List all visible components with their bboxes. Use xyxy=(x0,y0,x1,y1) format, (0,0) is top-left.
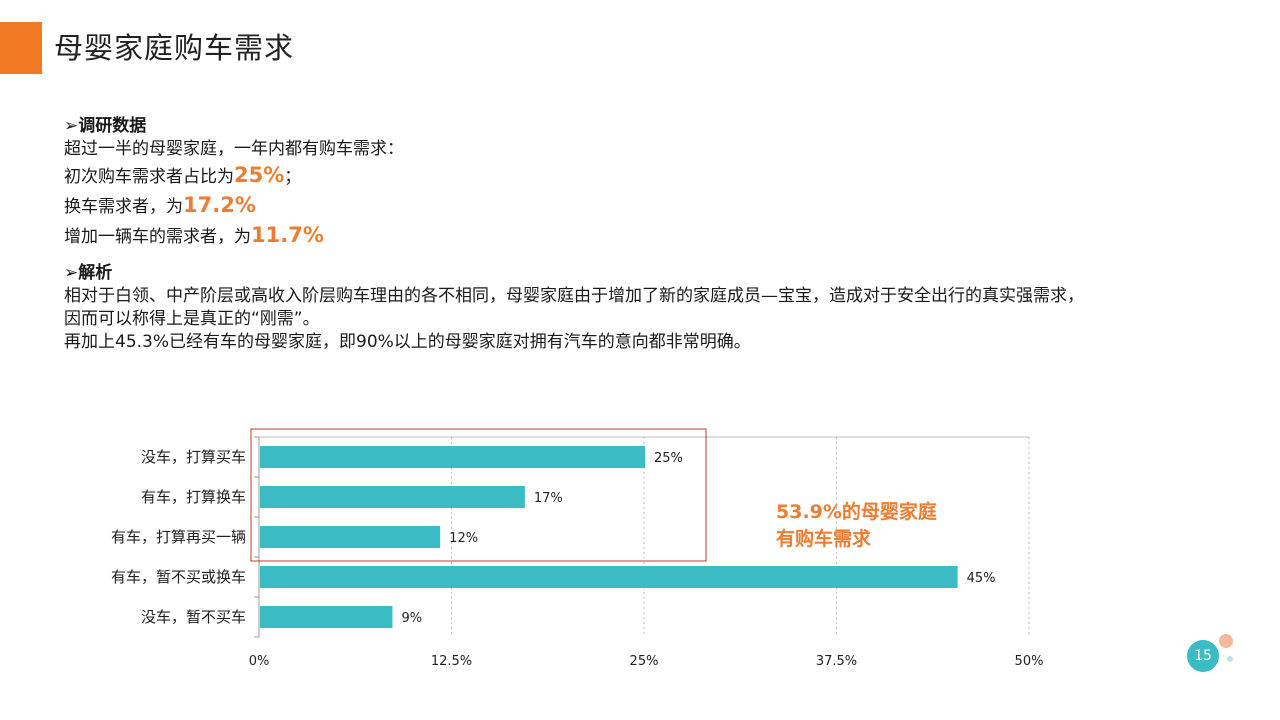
bar xyxy=(260,526,441,548)
page-number-badge: 15 xyxy=(1187,640,1219,672)
category-label: 有车，暂不买或换车 xyxy=(111,568,246,586)
category-label: 没车，打算买车 xyxy=(141,448,246,466)
category-label: 有车，打算再买一辆 xyxy=(111,528,246,546)
annotation-text: 有购车需求 xyxy=(776,527,872,550)
data-label: 45% xyxy=(967,571,996,586)
x-tick-label: 50% xyxy=(1015,654,1044,669)
bar xyxy=(260,446,645,468)
analysis-line: 相对于白领、中产阶层或高收入阶层购车理由的各不相同，母婴家庭由于增加了新的家庭成… xyxy=(64,286,1084,306)
survey-stat-line: 初次购车需求者占比为25%； xyxy=(64,161,1214,191)
decorative-dot xyxy=(1227,656,1233,662)
bar xyxy=(260,486,525,508)
analysis-section: ➢解析 相对于白领、中产阶层或高收入阶层购车理由的各不相同，母婴家庭由于增加了新… xyxy=(64,262,1214,354)
highlight-box xyxy=(250,428,707,562)
bar xyxy=(260,606,393,628)
x-tick-label: 12.5% xyxy=(431,654,472,669)
title-accent-bar xyxy=(0,22,42,74)
data-label: 17% xyxy=(534,491,563,506)
stat-suffix: ； xyxy=(284,167,302,187)
bar xyxy=(260,566,958,588)
stat-prefix: 初次购车需求者占比为 xyxy=(64,167,234,187)
stat-prefix: 增加一辆车的需求者，为 xyxy=(64,227,251,247)
analysis-line: 因而可以称得上是真正的“刚需”。 xyxy=(64,309,320,329)
data-label: 12% xyxy=(449,531,478,546)
x-tick-label: 0% xyxy=(249,654,270,669)
category-label: 没车，暂不买车 xyxy=(141,608,246,626)
decorative-dot xyxy=(1219,634,1233,648)
analysis-line: 再加上45.3%已经有车的母婴家庭，即90%以上的母婴家庭对拥有汽车的意向都非常… xyxy=(64,332,751,352)
data-label: 9% xyxy=(401,611,422,626)
survey-intro: 超过一半的母婴家庭，一年内都有购车需求： xyxy=(64,139,404,159)
stat-value: 25% xyxy=(234,163,285,187)
survey-stat-line: 增加一辆车的需求者，为11.7% xyxy=(64,221,1214,251)
stat-prefix: 换车需求者，为 xyxy=(64,197,183,217)
annotation-text: 53.9%的母婴家庭 xyxy=(776,500,937,523)
stat-value: 11.7% xyxy=(251,223,324,247)
x-tick-label: 37.5% xyxy=(816,654,857,669)
data-label: 25% xyxy=(654,451,683,466)
survey-heading: ➢调研数据 xyxy=(64,116,147,136)
category-label: 有车，打算换车 xyxy=(141,488,246,506)
x-tick-label: 25% xyxy=(630,654,659,669)
survey-section: ➢调研数据 超过一半的母婴家庭，一年内都有购车需求： 初次购车需求者占比为25%… xyxy=(64,115,1214,251)
survey-stat-line: 换车需求者，为17.2% xyxy=(64,191,1214,221)
analysis-heading: ➢解析 xyxy=(64,263,113,283)
page-title: 母婴家庭购车需求 xyxy=(54,31,295,65)
stat-value: 17.2% xyxy=(183,193,256,217)
